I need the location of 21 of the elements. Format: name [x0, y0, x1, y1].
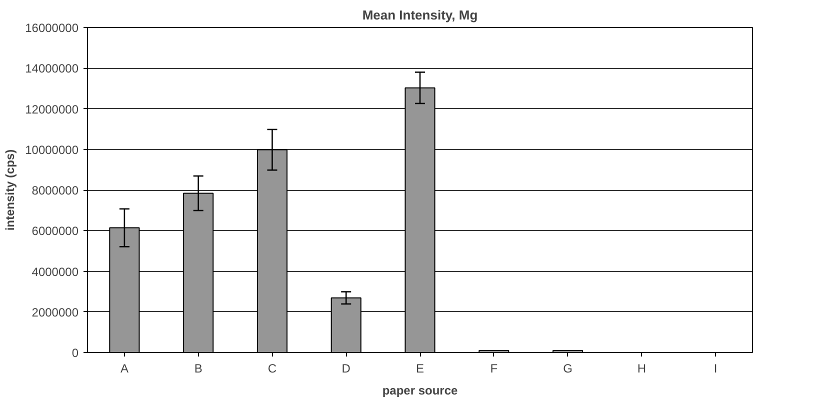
- x-tick-label: G: [563, 362, 572, 376]
- y-tick-label: 8000000: [32, 184, 79, 198]
- x-tick-label: F: [490, 362, 498, 376]
- x-tick-label: D: [342, 362, 351, 376]
- x-tick-label: B: [194, 362, 202, 376]
- x-tick-label: I: [714, 362, 718, 376]
- chart-title: Mean Intensity, Mg: [362, 8, 478, 22]
- y-tick-label: 14000000: [25, 62, 79, 76]
- x-axis-title: paper source: [382, 384, 458, 398]
- y-tick-label: 10000000: [25, 142, 79, 157]
- y-tick-label: 6000000: [32, 224, 79, 238]
- x-tick-label: H: [637, 362, 646, 376]
- x-tick-label: A: [120, 362, 128, 376]
- x-tick-label: E: [416, 362, 424, 376]
- y-tick-label: 0: [72, 346, 79, 360]
- y-tick-label: 16000000: [25, 21, 79, 35]
- y-tick-label: 4000000: [32, 264, 79, 279]
- y-axis-title: intensity (cps): [3, 149, 18, 231]
- y-tick-label: 2000000: [32, 305, 79, 320]
- y-tick-label: 12000000: [25, 102, 79, 116]
- x-tick-label: C: [268, 362, 277, 376]
